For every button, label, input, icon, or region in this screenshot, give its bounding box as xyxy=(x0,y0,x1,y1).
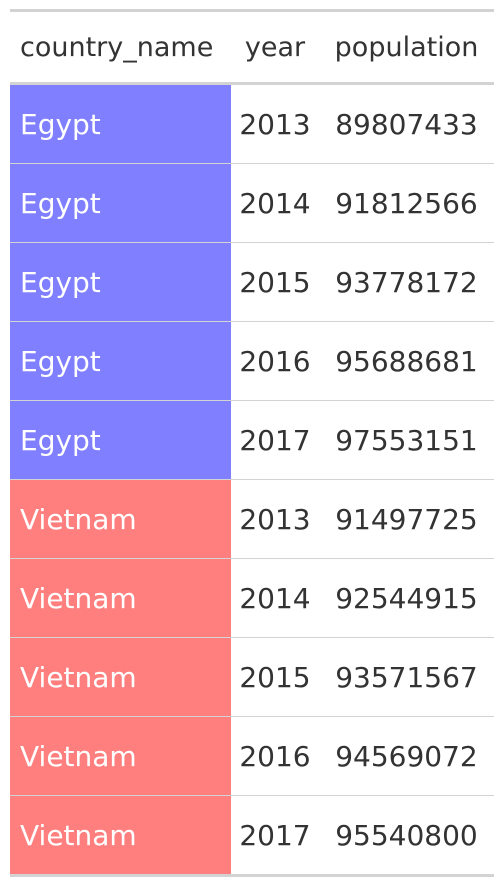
cell-year: 2016 xyxy=(231,321,319,401)
cell-year: 2015 xyxy=(231,242,319,322)
cell-year: 2014 xyxy=(231,558,319,638)
table-row: Vietnam 2014 92544915 xyxy=(10,558,494,638)
cell-year: 2017 xyxy=(231,795,319,876)
table-row: Vietnam 2013 91497725 xyxy=(10,479,494,559)
cell-country-name: Egypt xyxy=(10,400,231,480)
cell-population: 97553151 xyxy=(319,400,494,480)
cell-country-name: Egypt xyxy=(10,163,231,243)
data-table-container: country_name year population Egypt 2013 … xyxy=(10,9,494,877)
column-header-population: population xyxy=(319,10,494,85)
cell-population: 93571567 xyxy=(319,637,494,717)
table-row: Vietnam 2017 95540800 xyxy=(10,795,494,876)
cell-population: 91812566 xyxy=(319,163,494,243)
table-body: Egypt 2013 89807433 Egypt 2014 91812566 … xyxy=(10,83,494,876)
cell-country-name: Vietnam xyxy=(10,479,231,559)
cell-country-name: Egypt xyxy=(10,83,231,164)
cell-year: 2014 xyxy=(231,163,319,243)
cell-country-name: Vietnam xyxy=(10,637,231,717)
cell-year: 2013 xyxy=(239,107,311,141)
cell-country-name: Egypt xyxy=(10,321,231,401)
table-row: Vietnam 2015 93571567 xyxy=(10,637,494,717)
cell-year: 2015 xyxy=(231,637,319,717)
table-row: Egypt 2016 95688681 xyxy=(10,321,494,401)
table-row: Egypt 2014 91812566 xyxy=(10,163,494,243)
cell-country-name: Egypt xyxy=(10,242,231,322)
cell-country-name: Vietnam xyxy=(10,716,231,796)
column-header-country-name: country_name xyxy=(10,10,231,85)
cell-population: 95688681 xyxy=(319,321,494,401)
table-header: country_name year population xyxy=(10,10,494,85)
table-row: Egypt 2015 93778172 xyxy=(10,242,494,322)
cell-population: 92544915 xyxy=(319,558,494,638)
cell-year: 2017 xyxy=(231,400,319,480)
table-row: Egypt 2017 97553151 xyxy=(10,400,494,480)
cell-population: 94569072 xyxy=(319,716,494,796)
cell-country-name: Vietnam xyxy=(10,795,231,876)
column-header-year: year xyxy=(231,10,319,85)
header-row: country_name year population xyxy=(10,10,494,85)
table-row: Egypt 2013 89807433 xyxy=(10,83,494,164)
population-table: country_name year population Egypt 2013 … xyxy=(10,9,494,877)
table-row: Vietnam 2016 94569072 xyxy=(10,716,494,796)
cell-population: 95540800 xyxy=(319,795,494,876)
cell-year: 2016 xyxy=(231,716,319,796)
cell-year: 2013 xyxy=(231,479,319,559)
cell-country-name: Vietnam xyxy=(10,558,231,638)
cell-population: 93778172 xyxy=(319,242,494,322)
cell-population: 91497725 xyxy=(319,479,494,559)
cell-population: 89807433 xyxy=(335,107,478,141)
